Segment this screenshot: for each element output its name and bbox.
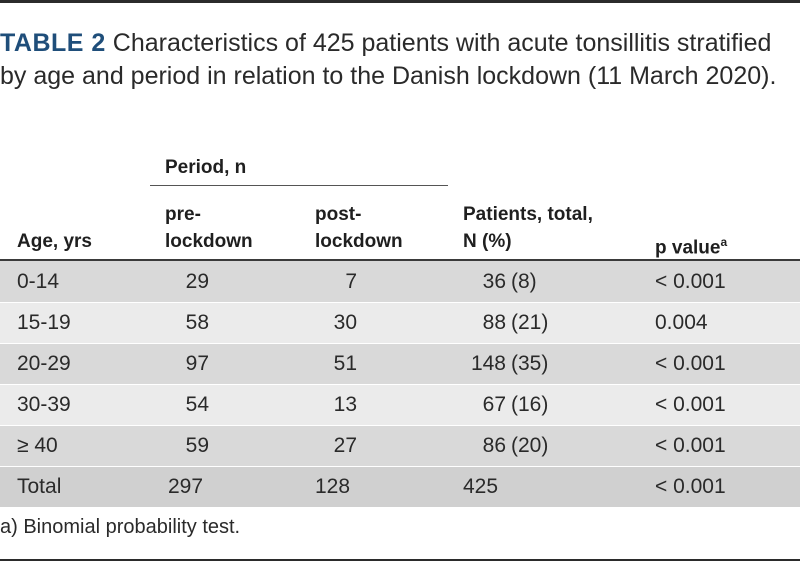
header-age: Age, yrs xyxy=(17,231,92,252)
header-pvalue-text: p value xyxy=(655,237,721,259)
row-divider xyxy=(0,466,800,467)
cell-post: 30 xyxy=(333,311,357,334)
table-row: 0-14 29 7 36 (8) < 0.001 xyxy=(0,261,800,302)
caption-text: Characteristics of 425 patients with acu… xyxy=(0,29,777,90)
cell-total-n: 425 xyxy=(463,475,499,498)
row-divider xyxy=(0,302,800,303)
cell-post: 27 xyxy=(333,434,357,457)
header-post-line2: lockdown xyxy=(315,231,403,252)
table-caption: TABLE 2 Characteristics of 425 patients … xyxy=(0,27,800,93)
header-pvalue-sup: a xyxy=(720,235,728,249)
header-pre-line2: lockdown xyxy=(165,231,253,252)
header-period: Period, n xyxy=(165,157,247,178)
cell-pre: 297 xyxy=(168,475,204,498)
bottom-rule xyxy=(0,559,800,561)
cell-pvalue: < 0.001 xyxy=(655,434,726,457)
cell-pre: 29 xyxy=(185,270,209,293)
cell-total-pct: (20) xyxy=(511,434,549,457)
cell-total-n: 67 xyxy=(482,393,506,416)
cell-total-pct: (35) xyxy=(511,352,549,375)
cell-total-n: 88 xyxy=(482,311,506,334)
cell-pre: 97 xyxy=(185,352,209,375)
cell-total-n: 86 xyxy=(482,434,506,457)
header-total-line2: N (%) xyxy=(463,231,512,252)
row-divider xyxy=(0,384,800,385)
cell-pre: 59 xyxy=(185,434,209,457)
cell-total-pct: (16) xyxy=(511,393,549,416)
cell-age: 0-14 xyxy=(17,270,60,293)
header-pvalue: p valuea xyxy=(655,229,727,261)
cell-age: 20-29 xyxy=(17,352,71,375)
cell-age: ≥ 40 xyxy=(17,434,58,457)
cell-pvalue: < 0.001 xyxy=(655,393,726,416)
table-footnote: a) Binomial probability test. xyxy=(0,516,241,538)
cell-post: 51 xyxy=(333,352,357,375)
cell-total-n: 148 xyxy=(470,352,506,375)
cell-post: 13 xyxy=(333,393,357,416)
row-divider xyxy=(0,343,800,344)
header-total-line1: Patients, total, xyxy=(463,204,593,225)
row-divider xyxy=(0,425,800,426)
table-label: TABLE 2 xyxy=(0,29,106,57)
cell-pre: 58 xyxy=(185,311,209,334)
cell-age: Total xyxy=(17,475,62,498)
table-row: 15-19 58 30 88 (21) 0.004 xyxy=(0,302,800,343)
cell-total-pct: (8) xyxy=(511,270,537,293)
header-post-line1: post- xyxy=(315,204,362,225)
top-rule xyxy=(0,0,800,3)
table-row: 30-39 54 13 67 (16) < 0.001 xyxy=(0,384,800,425)
cell-pvalue: < 0.001 xyxy=(655,270,726,293)
cell-age: 30-39 xyxy=(17,393,71,416)
period-rule xyxy=(150,185,448,186)
cell-pre: 54 xyxy=(185,393,209,416)
header-rule xyxy=(0,259,800,261)
cell-post: 128 xyxy=(315,475,351,498)
table-row: ≥ 40 59 27 86 (20) < 0.001 xyxy=(0,425,800,466)
cell-post: 7 xyxy=(345,270,357,293)
cell-age: 15-19 xyxy=(17,311,71,334)
table-row: 20-29 97 51 148 (35) < 0.001 xyxy=(0,343,800,384)
header-pre-line1: pre- xyxy=(165,204,201,225)
cell-total-n: 36 xyxy=(482,270,506,293)
table-row-total: Total 297 128 425 < 0.001 xyxy=(0,466,800,507)
cell-total-pct: (21) xyxy=(511,311,549,334)
cell-pvalue: 0.004 xyxy=(655,311,708,334)
cell-pvalue: < 0.001 xyxy=(655,352,726,375)
cell-pvalue: < 0.001 xyxy=(655,475,726,498)
